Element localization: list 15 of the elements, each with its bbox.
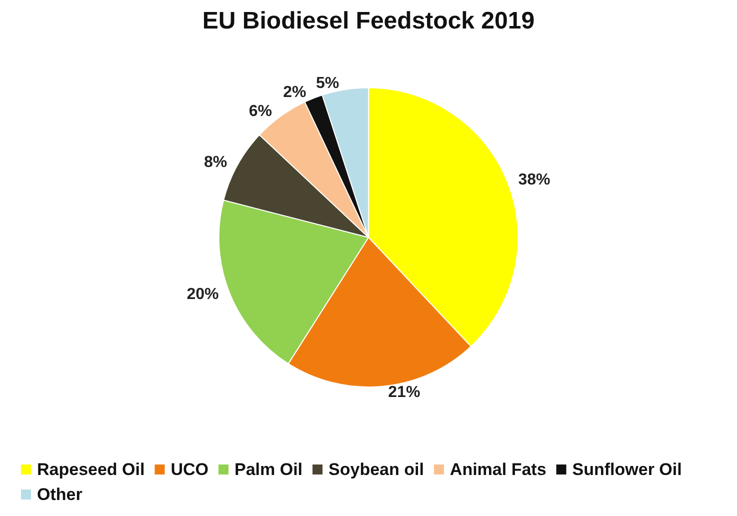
data-label: 21%	[388, 384, 420, 401]
data-label: 20%	[186, 286, 219, 304]
legend-label: Other	[37, 485, 83, 504]
data-label: 6%	[248, 102, 272, 120]
data-label: 2%	[283, 84, 306, 102]
data-label: 8%	[204, 154, 228, 171]
legend-label: UCO	[170, 460, 208, 479]
legend-label: Palm Oil	[234, 460, 303, 479]
legend-label: Sunflower Oil	[572, 460, 682, 479]
chart-title: EU Biodiesel Feedstock 2019	[202, 8, 535, 34]
legend-label: Rapeseed Oil	[37, 460, 145, 479]
data-label: 5%	[316, 75, 340, 92]
legend-label: Soybean oil	[328, 460, 424, 479]
legend-label: Animal Fats	[450, 460, 546, 479]
data-label: 38%	[518, 172, 550, 189]
